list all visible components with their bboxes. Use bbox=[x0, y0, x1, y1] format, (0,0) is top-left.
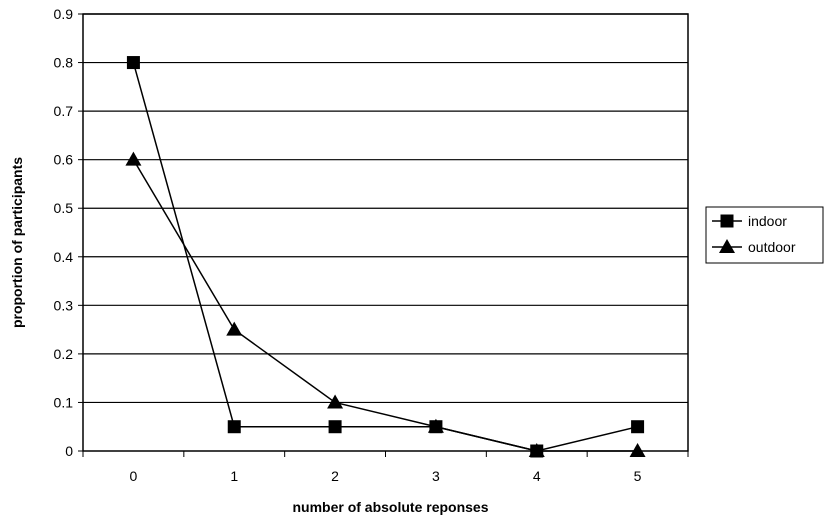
data-point bbox=[631, 420, 645, 434]
data-point bbox=[125, 151, 142, 166]
x-tick-label: 2 bbox=[331, 468, 339, 484]
legend-item-outdoor: outdoor bbox=[712, 239, 796, 255]
y-tick-label: 0.2 bbox=[54, 346, 74, 362]
data-point bbox=[226, 321, 243, 336]
y-tick-label: 0.7 bbox=[54, 103, 74, 119]
y-tick-label: 0.5 bbox=[54, 200, 74, 216]
y-tick-label: 0.8 bbox=[54, 55, 74, 71]
series-outdoor bbox=[125, 151, 646, 457]
y-tick-label: 0.6 bbox=[54, 152, 74, 168]
legend-marker bbox=[720, 214, 734, 228]
series-line bbox=[132, 159, 638, 452]
y-tick-label: 0.3 bbox=[54, 297, 74, 313]
x-axis: 0 1 2 3 4 5 bbox=[82, 451, 689, 484]
x-tick-label: 4 bbox=[533, 468, 541, 484]
series-lines bbox=[125, 56, 646, 458]
legend-marker bbox=[719, 239, 735, 253]
y-tick-label: 0.9 bbox=[54, 6, 74, 22]
data-point bbox=[327, 394, 344, 409]
y-tick-label: 0.4 bbox=[54, 249, 74, 265]
y-tick-label: 0.1 bbox=[54, 394, 74, 410]
x-tick-label: 0 bbox=[130, 468, 138, 484]
x-tick-label: 5 bbox=[634, 468, 642, 484]
data-point bbox=[328, 420, 342, 434]
legend-label: indoor bbox=[748, 213, 787, 229]
legend-label: outdoor bbox=[748, 239, 796, 255]
y-tick-label: 0 bbox=[65, 443, 73, 459]
plot-area bbox=[82, 13, 689, 452]
y-axis: 0 0.1 0.2 0.3 0.4 0.5 0.6 0.7 0.8 0.9 bbox=[54, 6, 83, 459]
data-point bbox=[126, 56, 140, 70]
data-point bbox=[528, 443, 545, 457]
legend: indoor outdoor bbox=[705, 206, 824, 264]
data-point bbox=[427, 418, 444, 433]
data-point bbox=[629, 443, 646, 457]
legend-item-indoor: indoor bbox=[712, 213, 787, 229]
y-axis-title: proportion of participants bbox=[9, 157, 25, 328]
x-tick-label: 1 bbox=[230, 468, 238, 484]
data-point bbox=[227, 420, 241, 434]
x-axis-title: number of absolute reponses bbox=[292, 499, 488, 515]
x-tick-label: 3 bbox=[432, 468, 440, 484]
series-line bbox=[132, 62, 638, 452]
